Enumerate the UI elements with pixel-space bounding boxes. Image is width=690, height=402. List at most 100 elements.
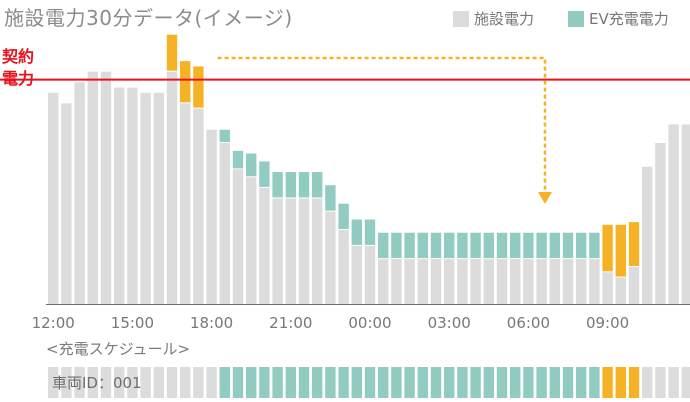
facility-bar: [325, 211, 336, 304]
x-tick-label: 00:00: [348, 314, 391, 332]
facility-bar: [74, 82, 85, 305]
facility-bar: [312, 198, 323, 304]
facility-bar: [470, 259, 481, 304]
facility-bar: [166, 71, 178, 305]
x-tick-label: 12:00: [32, 314, 75, 332]
schedule-slot: [180, 367, 191, 398]
facility-bar: [206, 129, 217, 304]
legend-ev-label: EV充電電力: [589, 10, 669, 28]
schedule-slot: [615, 367, 626, 398]
schedule-slot: [100, 367, 112, 398]
facility-bar: [232, 169, 244, 304]
ev-bar: [457, 232, 468, 259]
x-tick-label: 18:00: [190, 314, 233, 332]
ev-bar: [444, 232, 455, 259]
schedule-slot: [510, 367, 521, 398]
facility-bar: [364, 245, 376, 304]
facility-bar: [87, 71, 98, 305]
ev-bar: [536, 232, 547, 259]
facility-bar: [48, 92, 59, 304]
ev-bar: [285, 172, 296, 198]
facility-bar: [180, 103, 191, 304]
ev-bar: [298, 172, 310, 198]
ev-bar: [523, 232, 534, 259]
schedule-slot: [87, 367, 98, 398]
facility-bar: [100, 71, 112, 305]
facility-bar: [536, 259, 547, 304]
legend-ev-swatch: [568, 10, 584, 27]
ev-bar: [430, 232, 442, 259]
schedule-slot: [576, 367, 587, 398]
facility-bar: [642, 166, 653, 304]
facility-bar: [430, 259, 442, 304]
schedule-slot: [536, 367, 547, 398]
facility-bar: [510, 259, 521, 304]
ev-bar: [219, 129, 230, 142]
ev-bar: [417, 232, 428, 259]
schedule-slot: [166, 367, 178, 398]
schedule-slot: [364, 367, 376, 398]
schedule-slot: [259, 367, 270, 398]
ev-bar: [562, 232, 574, 259]
schedule-slot: [602, 367, 613, 398]
x-tick-label: 15:00: [111, 314, 154, 332]
schedule-slot: [312, 367, 323, 398]
ev-bar: [364, 219, 376, 245]
ev-bar: [378, 232, 389, 259]
schedule-slot: [48, 367, 59, 398]
shift-arrow-head: [538, 192, 552, 204]
facility-bar: [298, 198, 310, 304]
ev-bar: [589, 232, 600, 259]
ev-bar: [483, 232, 494, 259]
facility-bar: [549, 259, 560, 304]
schedule-slot: [391, 367, 402, 398]
schedule-slot: [444, 367, 455, 398]
ev-bar: [272, 172, 283, 198]
schedule-slot: [127, 367, 138, 398]
contract-power-text: 契約 電力: [2, 47, 35, 88]
schedule-slot: [193, 367, 204, 398]
schedule-slot: [668, 367, 679, 398]
schedule-slot: [351, 367, 362, 398]
ev-bar: [351, 219, 362, 245]
schedule-slot: [655, 367, 666, 398]
schedule-slot: [246, 367, 257, 398]
ev-bar: [259, 161, 270, 187]
facility-bar: [523, 259, 534, 304]
schedule-slot: [562, 367, 574, 398]
facility-bar: [272, 198, 283, 304]
schedule-slot: [378, 367, 389, 398]
schedule-slot: [642, 367, 653, 398]
ev-bar: [312, 172, 323, 198]
schedule-slot: [206, 367, 217, 398]
schedule-slot: [681, 367, 690, 398]
ev-bar: [246, 153, 257, 177]
schedule-slot: [470, 367, 481, 398]
schedule-slot: [417, 367, 428, 398]
ev-bar: [470, 232, 481, 259]
vehicle-id-label: 車両ID：001: [52, 374, 142, 392]
facility-bar: [602, 272, 613, 304]
schedule-slot: [496, 367, 508, 398]
facility-bar: [378, 259, 389, 304]
facility-bar: [391, 259, 402, 304]
facility-bar: [576, 259, 587, 304]
ev-bar: [338, 203, 349, 230]
schedule-slot: [74, 367, 85, 398]
facility-bar: [404, 259, 415, 304]
schedule-slot: [483, 367, 494, 398]
schedule-slot: [298, 367, 310, 398]
facility-bar: [483, 259, 494, 304]
schedule-label: <充電スケジュール>: [46, 340, 191, 358]
schedule-slot: [549, 367, 560, 398]
ev-bar: [576, 232, 587, 259]
schedule-slot: [232, 367, 244, 398]
schedule-slot: [589, 367, 600, 398]
facility-bar: [668, 124, 679, 304]
ev-bar: [496, 232, 508, 259]
schedule-slot: [430, 367, 442, 398]
facility-bar: [655, 142, 666, 304]
ev-bar: [391, 232, 402, 259]
facility-bar: [628, 267, 640, 304]
